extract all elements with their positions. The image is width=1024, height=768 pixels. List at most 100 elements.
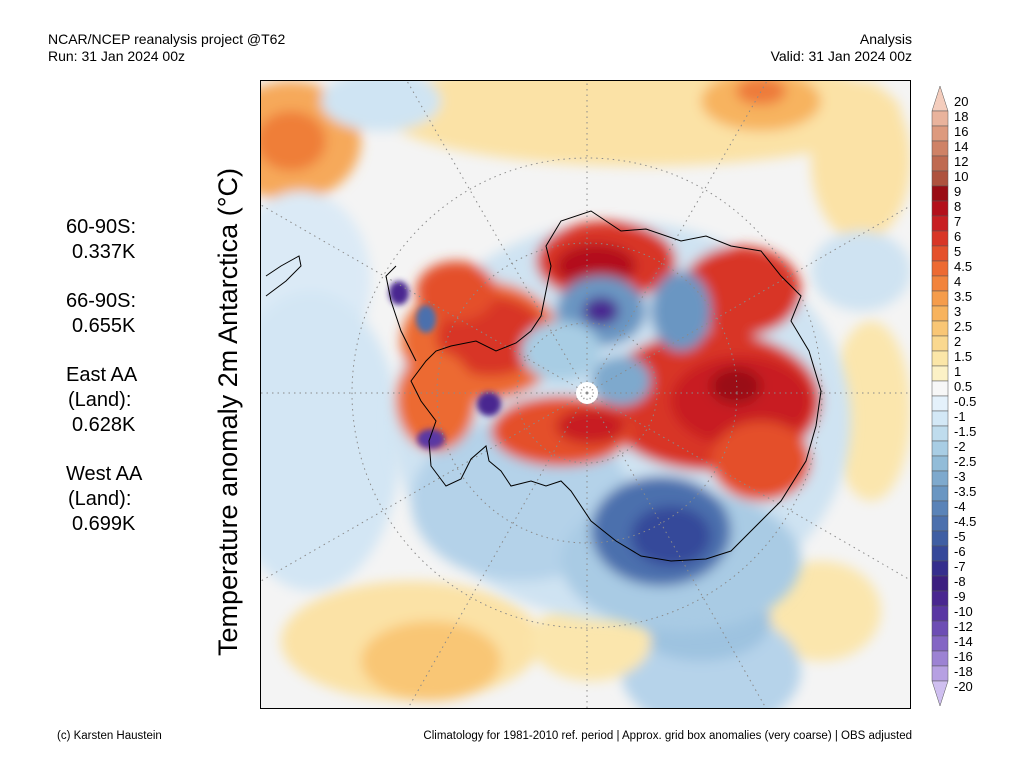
- run-time: Run: 31 Jan 2024 00z: [48, 48, 185, 64]
- colorbar-swatch: [931, 245, 949, 262]
- colorbar-swatch: [931, 200, 949, 217]
- colorbar-label: -9: [954, 589, 966, 604]
- colorbar-label: 20: [954, 94, 969, 109]
- colorbar-label: 7: [954, 214, 962, 229]
- stat-label: 60-90S:: [66, 216, 137, 238]
- colorbar-swatch: [931, 485, 949, 502]
- colorbar-swatch: [931, 560, 949, 577]
- footnote: Climatology for 1981-2010 ref. period | …: [423, 730, 912, 742]
- colorbar-label: 4: [954, 274, 962, 289]
- colorbar-label: -3: [954, 469, 966, 484]
- colorbar-label: -16: [954, 649, 973, 664]
- colorbar-label: 0.5: [954, 379, 973, 394]
- colorbar-label: -6: [954, 544, 966, 559]
- map-title: Temperature anomaly 2m Antarctica (°C): [213, 168, 243, 656]
- colorbar-label: 5: [954, 244, 962, 259]
- stat-label: (Land):: [68, 488, 132, 510]
- colorbar-swatch: [931, 110, 949, 127]
- colorbar-label: 18: [954, 109, 969, 124]
- colorbar-label: 16: [954, 124, 969, 139]
- colorbar-label: 1.5: [954, 349, 973, 364]
- colorbar-label: 2.5: [954, 319, 973, 334]
- header-left: NCAR/NCEP reanalysis project @T62 Run: 3…: [48, 31, 285, 65]
- colorbar-swatch: [931, 575, 949, 592]
- stat-66-90s: 66-90S: 0.655K: [66, 289, 142, 339]
- valid-time: Valid: 31 Jan 2024 00z: [770, 48, 912, 64]
- stats-panel: 60-90S: 0.337K 66-90S: 0.655K East AA (L…: [66, 215, 142, 561]
- colorbar-swatch: [931, 335, 949, 352]
- colorbar-swatch: [931, 155, 949, 172]
- colorbar-label: 3: [954, 304, 962, 319]
- model-title: NCAR/NCEP reanalysis project @T62: [48, 31, 286, 47]
- colorbar-label: 2: [954, 334, 962, 349]
- colorbar-label: -3.5: [954, 484, 977, 499]
- colorbar-swatch: [931, 425, 949, 442]
- cold-spots: [389, 281, 501, 449]
- colorbar-swatch: [931, 590, 949, 607]
- colorbar-label: -18: [954, 664, 973, 679]
- colorbar-label: -7: [954, 559, 966, 574]
- colorbar-swatch: [931, 530, 949, 547]
- colorbar-label: 14: [954, 139, 969, 154]
- colorbar-label: -4: [954, 499, 966, 514]
- colorbar-swatch: [931, 500, 949, 517]
- colorbar-label: -4.5: [954, 514, 977, 529]
- stat-label: (Land):: [68, 389, 132, 411]
- colorbar-label: -2: [954, 439, 966, 454]
- colorbar-label: -1: [954, 409, 966, 424]
- colorbar-label: -10: [954, 604, 973, 619]
- colorbar-swatch: [931, 185, 949, 202]
- stat-label: 66-90S:: [66, 290, 137, 312]
- colorbar-label: 3.5: [954, 289, 973, 304]
- colorbar-swatch: [931, 275, 949, 292]
- colorbar-swatch: [931, 635, 949, 652]
- colorbar-swatch: [931, 230, 949, 247]
- colorbar-swatch: [931, 680, 949, 707]
- colorbar-swatch: [931, 305, 949, 322]
- anomaly-map-canvas: [261, 81, 910, 708]
- colorbar-label: -8: [954, 574, 966, 589]
- colorbar-swatch: [931, 470, 949, 487]
- colorbar-label: -20: [954, 679, 973, 694]
- colorbar-swatch: [931, 140, 949, 157]
- stat-value: 0.699K: [72, 513, 136, 535]
- analysis-label: Analysis: [859, 31, 912, 47]
- anomaly-map: [260, 80, 911, 709]
- colorbar-swatch: [931, 365, 949, 382]
- colorbar-swatch: [931, 215, 949, 232]
- stat-value: 0.628K: [72, 414, 136, 436]
- stat-value: 0.337K: [72, 241, 136, 263]
- colorbar-swatch: [931, 620, 949, 637]
- colorbar-swatch: [931, 320, 949, 337]
- colorbar-label: 12: [954, 154, 969, 169]
- colorbar-swatch: [931, 380, 949, 397]
- colorbar-swatch: [931, 665, 949, 682]
- stat-value: 0.655K: [72, 315, 136, 337]
- colorbar-label: -1.5: [954, 424, 977, 439]
- colorbar-label: 10: [954, 169, 969, 184]
- south-america-tip: [265, 255, 302, 297]
- colorbar-label: -12: [954, 619, 973, 634]
- colorbar-swatch: [931, 410, 949, 427]
- colorbar-label: -2.5: [954, 454, 977, 469]
- colorbar-label: 8: [954, 199, 962, 214]
- colorbar-swatches: [931, 85, 949, 707]
- colorbar-swatch: [931, 650, 949, 667]
- colorbar-swatch: [931, 170, 949, 187]
- colorbar-label: 9: [954, 184, 962, 199]
- colorbar-swatch: [931, 440, 949, 457]
- colorbar-swatch: [931, 545, 949, 562]
- colorbar: [930, 85, 950, 711]
- colorbar-label: -14: [954, 634, 973, 649]
- colorbar-label: -0.5: [954, 394, 977, 409]
- colorbar-swatch: [931, 125, 949, 142]
- stat-60-90s: 60-90S: 0.337K: [66, 215, 142, 265]
- colorbar-swatch: [931, 350, 949, 367]
- copyright: (c) Karsten Haustein: [57, 730, 162, 742]
- colorbar-label: 6: [954, 229, 962, 244]
- colorbar-swatch: [931, 605, 949, 622]
- colorbar-swatch: [931, 260, 949, 277]
- header-right: Analysis Valid: 31 Jan 2024 00z: [771, 31, 912, 65]
- stat-west-aa: West AA (Land): 0.699K: [66, 462, 142, 537]
- graticule: [261, 81, 910, 708]
